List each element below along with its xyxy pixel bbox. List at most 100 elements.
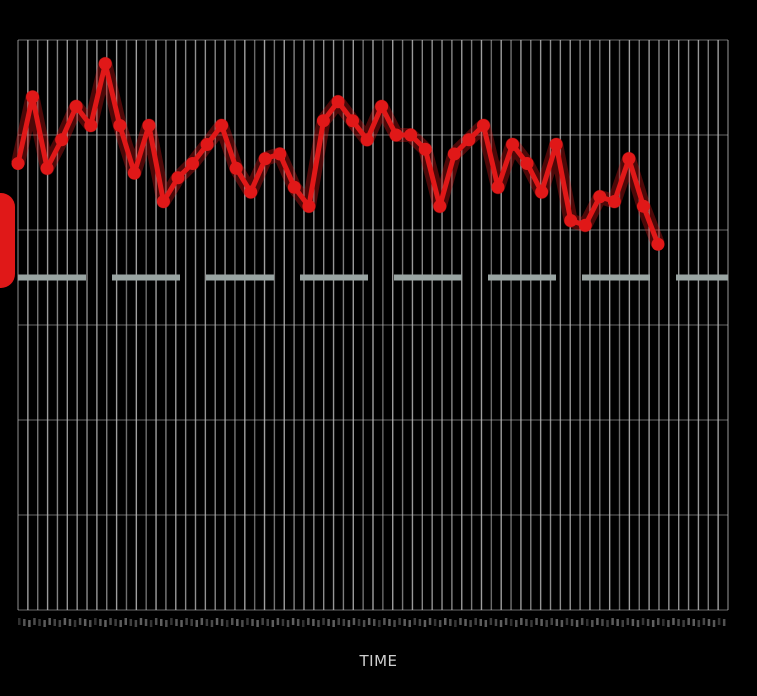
x-tick-mark	[621, 620, 624, 627]
x-tick-mark	[707, 619, 711, 626]
x-tick-mark	[286, 620, 290, 627]
data-point	[11, 157, 25, 170]
x-tick-mark	[403, 619, 406, 626]
x-tick-mark	[560, 620, 564, 627]
x-tick-mark	[606, 620, 609, 627]
x-tick-mark	[373, 619, 376, 626]
data-point	[302, 199, 316, 213]
x-tick-mark	[114, 619, 117, 626]
x-tick-mark	[449, 619, 452, 626]
x-tick-mark	[464, 619, 467, 626]
data-point	[651, 237, 665, 251]
x-tick-mark	[18, 618, 21, 625]
x-tick-mark	[515, 620, 518, 627]
x-tick-mark	[332, 620, 335, 627]
x-tick-mark	[408, 620, 411, 627]
data-point	[520, 157, 534, 170]
x-tick-mark	[73, 620, 77, 627]
x-tick-mark	[165, 620, 168, 627]
data-point	[622, 152, 636, 166]
x-tick-mark	[225, 620, 229, 627]
x-tick-mark	[393, 620, 396, 627]
x-tick-mark	[722, 619, 726, 626]
x-tick-mark	[149, 620, 153, 627]
x-tick-mark	[302, 620, 305, 627]
x-tick-mark	[119, 620, 122, 627]
x-tick-mark	[626, 618, 630, 625]
x-tick-mark	[596, 618, 599, 625]
x-tick-mark	[631, 619, 635, 626]
x-tick-mark	[591, 620, 594, 627]
data-point	[69, 100, 83, 113]
x-tick-mark	[575, 620, 579, 627]
data-point	[447, 147, 461, 161]
x-tick-mark	[256, 620, 259, 627]
x-tick-mark	[428, 618, 432, 625]
x-tick-mark	[687, 618, 690, 625]
x-tick-mark	[83, 619, 87, 626]
x-tick-mark	[383, 618, 386, 625]
x-tick-mark	[586, 619, 589, 626]
x-tick-mark	[636, 620, 640, 627]
x-tick-mark	[479, 619, 482, 626]
x-tick-mark	[601, 619, 604, 626]
x-tick-mark	[124, 618, 127, 625]
x-tick-mark	[484, 620, 488, 627]
data-point	[535, 185, 549, 199]
data-point	[549, 138, 563, 151]
x-tick-mark	[175, 619, 178, 626]
data-point	[258, 152, 272, 166]
x-tick-mark	[494, 619, 498, 626]
x-tick-mark	[307, 618, 310, 625]
data-point	[433, 199, 447, 213]
x-tick-mark	[134, 620, 138, 627]
x-tick-mark	[109, 618, 112, 625]
data-point	[607, 195, 621, 208]
x-tick-mark	[160, 619, 163, 626]
x-tick-mark	[210, 620, 214, 627]
x-tick-mark	[236, 619, 239, 626]
x-tick-mark	[43, 620, 46, 627]
data-point	[186, 157, 200, 170]
x-tick-mark	[616, 619, 619, 626]
data-point	[273, 147, 287, 161]
x-tick-mark	[251, 619, 254, 626]
x-tick-mark	[555, 619, 559, 626]
x-tick-mark	[702, 618, 706, 625]
x-tick-mark	[667, 620, 670, 627]
x-tick-mark	[398, 618, 401, 625]
x-tick-mark	[276, 618, 280, 625]
x-tick-mark	[266, 619, 269, 626]
x-tick-mark	[170, 618, 173, 625]
data-point	[171, 171, 185, 185]
x-tick-mark	[296, 619, 300, 626]
x-tick-mark	[342, 619, 346, 626]
x-tick-mark	[545, 620, 548, 627]
x-tick-mark	[154, 618, 158, 625]
x-tick-mark	[322, 618, 325, 625]
x-tick-mark	[357, 619, 361, 626]
x-tick-mark	[291, 618, 295, 625]
x-tick-mark	[195, 620, 198, 627]
x-tick-mark	[337, 618, 340, 625]
x-tick-mark	[246, 618, 249, 625]
x-tick-mark	[190, 619, 193, 626]
x-tick-mark	[317, 620, 320, 627]
x-tick-mark	[662, 619, 665, 626]
x-tick-mark	[205, 619, 209, 626]
data-point	[156, 195, 170, 208]
x-tick-mark	[139, 618, 143, 625]
x-tick-mark	[144, 619, 148, 626]
x-tick-mark	[672, 618, 675, 625]
data-point	[316, 114, 330, 128]
x-tick-mark	[692, 619, 695, 626]
x-tick-mark	[550, 618, 553, 625]
x-tick-mark	[231, 618, 234, 625]
x-tick-mark	[641, 618, 645, 625]
x-tick-mark	[352, 618, 356, 625]
data-point	[636, 199, 650, 213]
x-tick-mark	[89, 620, 92, 627]
data-point	[593, 190, 607, 204]
data-point	[375, 100, 389, 113]
